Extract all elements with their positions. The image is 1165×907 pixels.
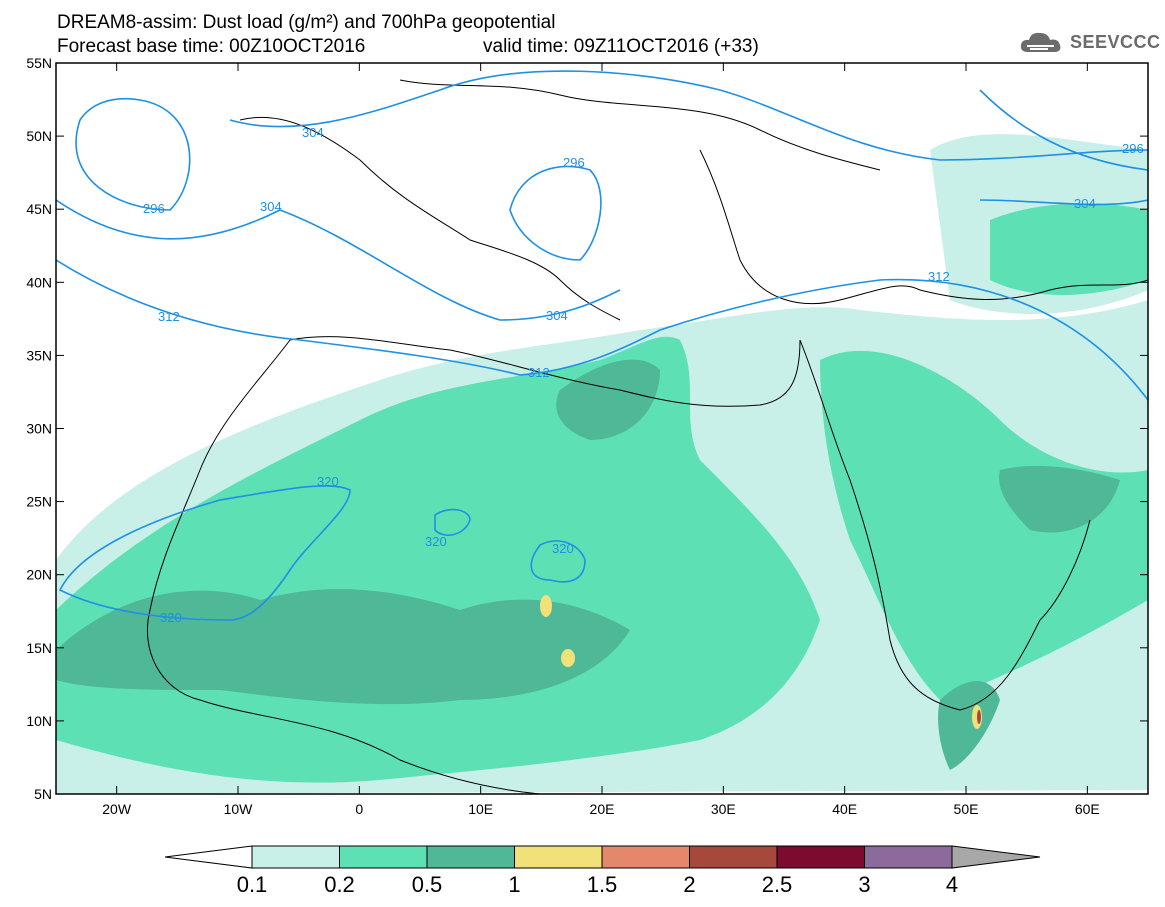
colorbar-label: 1.5 xyxy=(587,872,618,897)
dust-region-dense-north xyxy=(556,359,660,440)
contour-label: 304 xyxy=(302,125,324,140)
dust-region-medium-ne xyxy=(990,203,1148,295)
colorbar-label: 2.5 xyxy=(762,872,793,897)
lon-label: 50E xyxy=(954,801,979,817)
map-title: DREAM8-assim: Dust load (g/m²) and 700hP… xyxy=(57,12,556,33)
contour-label: 312 xyxy=(528,365,550,380)
lat-label: 35N xyxy=(26,347,52,363)
lat-label: 15N xyxy=(26,640,52,656)
valid-time: valid time: 09Z11OCT2016 (+33) xyxy=(483,36,759,57)
lat-label: 55N xyxy=(26,55,52,71)
seevccc-logo: SEEVCCC xyxy=(1018,28,1161,56)
dust-region-dense-horn xyxy=(938,681,1000,770)
lat-label: 10N xyxy=(26,713,52,729)
latitude-labels: 55N 50N 45N 40N 35N 30N 25N 20N 15N 10N 5N xyxy=(26,55,52,802)
lat-label: 40N xyxy=(26,274,52,290)
colorbar-swatch xyxy=(864,845,953,869)
contour-label: 320 xyxy=(425,534,447,549)
colorbar-swatch xyxy=(776,845,865,869)
geopotential-contours xyxy=(56,70,1148,621)
colorbar-label: 0.5 xyxy=(412,872,443,897)
contour-label: 296 xyxy=(1122,141,1144,156)
contour-label: 320 xyxy=(552,541,574,556)
lon-label: 40E xyxy=(832,801,857,817)
contour-label: 304 xyxy=(1074,196,1096,211)
colorbar-labels: 0.1 0.2 0.5 1 1.5 2 2.5 3 4 xyxy=(237,872,958,897)
axis-ticks xyxy=(56,62,1148,795)
lat-label: 25N xyxy=(26,494,52,510)
colorbar-label: 0.1 xyxy=(237,872,268,897)
dust-region-dense xyxy=(56,589,630,705)
contour-label: 312 xyxy=(928,269,950,284)
lon-label: 10W xyxy=(224,801,254,817)
cloud-icon xyxy=(1020,32,1061,52)
lat-label: 20N xyxy=(26,567,52,583)
logo-text: SEEVCCC xyxy=(1070,31,1161,52)
colorbar xyxy=(164,845,1041,869)
lon-label: 30E xyxy=(711,801,736,817)
colorbar-swatch xyxy=(514,845,603,869)
colorbar-label: 4 xyxy=(946,872,958,897)
contour-label: 320 xyxy=(160,610,182,625)
contour-label: 312 xyxy=(158,309,180,324)
longitude-labels: 20W 10W 0 10E 20E 30E 40E 50E 60E xyxy=(102,801,1100,817)
colorbar-over-triangle xyxy=(951,845,1041,869)
lon-label: 20E xyxy=(590,801,615,817)
forecast-base-time: Forecast base time: 00Z10OCT2016 xyxy=(57,36,366,57)
contour-label: 296 xyxy=(563,155,585,170)
colorbar-under-triangle xyxy=(164,845,253,869)
lat-label: 45N xyxy=(26,201,52,217)
colorbar-label: 1 xyxy=(508,872,520,897)
lon-label: 10E xyxy=(468,801,493,817)
contour-label: 320 xyxy=(317,474,339,489)
lon-label: 60E xyxy=(1075,801,1100,817)
lat-label: 30N xyxy=(26,421,52,437)
lon-label: 20W xyxy=(102,801,132,817)
colorbar-label: 0.2 xyxy=(324,872,355,897)
colorbar-swatch xyxy=(689,845,778,869)
colorbar-swatch xyxy=(339,845,428,869)
contour-label: 304 xyxy=(546,308,568,323)
lon-label: 0 xyxy=(355,801,363,817)
coastlines xyxy=(146,79,1148,794)
dust-spot-high-1 xyxy=(540,595,552,617)
colorbar-swatch xyxy=(601,845,690,869)
dust-fields xyxy=(56,134,1148,794)
contour-label: 296 xyxy=(143,201,165,216)
contour-label: 304 xyxy=(260,199,282,214)
dust-region-dense-east xyxy=(999,465,1120,533)
colorbar-label: 2 xyxy=(683,872,695,897)
colorbar-label: 3 xyxy=(858,872,870,897)
dust-spot-high-2 xyxy=(561,649,575,667)
lat-label: 50N xyxy=(26,128,52,144)
dust-region-medium-east xyxy=(820,350,1148,700)
dust-spot-peak xyxy=(977,710,981,724)
colorbar-swatch xyxy=(426,845,515,869)
lat-label: 5N xyxy=(34,786,52,802)
contour-labels: 304 296 296 304 312 304 312 312 320 320 … xyxy=(143,125,1144,625)
colorbar-swatch xyxy=(251,845,340,869)
